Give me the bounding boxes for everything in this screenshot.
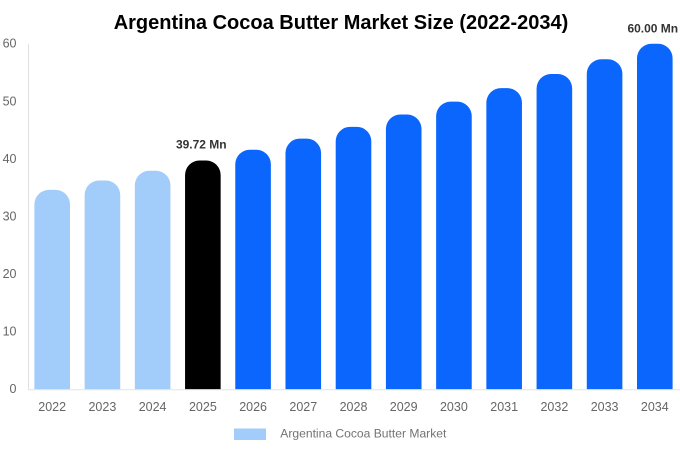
svg-text:2028: 2028 — [340, 400, 368, 414]
svg-text:60: 60 — [3, 37, 17, 51]
svg-text:10: 10 — [3, 325, 17, 339]
svg-text:39.72 Mn: 39.72 Mn — [176, 137, 227, 151]
svg-text:40: 40 — [3, 152, 17, 166]
svg-text:2033: 2033 — [591, 400, 619, 414]
svg-text:2026: 2026 — [239, 400, 267, 414]
svg-text:2025: 2025 — [189, 400, 217, 414]
svg-text:2032: 2032 — [540, 400, 568, 414]
svg-text:60.00 Mn: 60.00 Mn — [627, 21, 678, 35]
svg-text:Argentina Cocoa Butter Market: Argentina Cocoa Butter Market — [280, 426, 447, 440]
svg-text:2029: 2029 — [390, 400, 418, 414]
svg-text:20: 20 — [3, 267, 17, 281]
svg-text:2027: 2027 — [289, 400, 317, 414]
svg-text:2034: 2034 — [641, 400, 669, 414]
svg-text:2024: 2024 — [139, 400, 167, 414]
svg-text:30: 30 — [3, 209, 17, 223]
svg-text:0: 0 — [10, 382, 17, 396]
svg-text:Argentina Cocoa Butter Market: Argentina Cocoa Butter Market Size (2022… — [114, 12, 569, 34]
svg-text:50: 50 — [3, 94, 17, 108]
svg-text:2031: 2031 — [490, 400, 518, 414]
svg-text:2022: 2022 — [38, 400, 66, 414]
svg-text:2030: 2030 — [440, 400, 468, 414]
svg-text:2023: 2023 — [88, 400, 116, 414]
